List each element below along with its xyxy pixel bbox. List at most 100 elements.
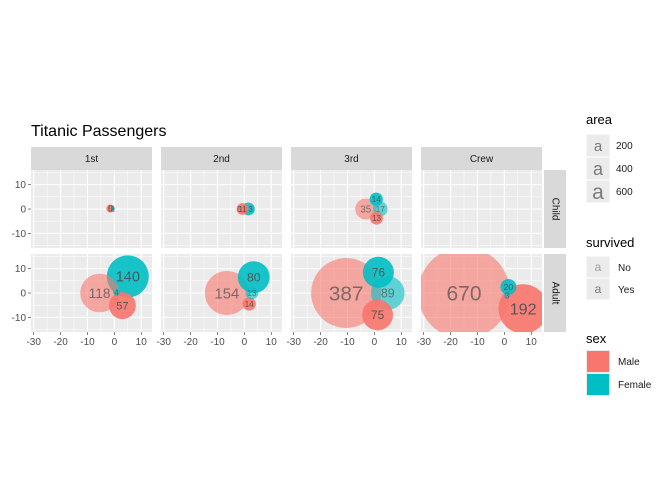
bubble-label: 0 [237, 205, 242, 214]
bubble-label: 1 [111, 204, 116, 213]
bubble-label: 75 [371, 308, 385, 322]
bubble-female-yes [362, 256, 394, 288]
bubble-male-yes [236, 203, 249, 215]
bubbles: 670 192 203 [421, 254, 542, 332]
bubble-label: 14 [372, 195, 381, 204]
bubble-label: 192 [510, 301, 537, 319]
x-tick-label: 10 [136, 337, 148, 348]
legend-area-title: area [586, 112, 613, 127]
panel-3rd-adult: 387 89 76 75 -30 -20 -10 0 10 [286, 254, 412, 348]
bubble-female-yes [237, 261, 270, 294]
facet-strip-child [544, 170, 566, 248]
bubble-female-yes [369, 192, 383, 206]
legends: area a 200 a 400 a 600 survived a No a Yes sex Male Fe… [585, 112, 652, 396]
bubble-male-yes [109, 292, 136, 320]
facet-strip-label: Crew [470, 154, 494, 165]
bubbles: 140 118 57 4 [80, 255, 149, 320]
x-tick-label: 10 [396, 337, 408, 348]
bubble-label: 14 [245, 300, 254, 309]
bubble-male-no [238, 207, 241, 211]
x-tick-label: -10 [340, 337, 355, 348]
legend-survived-title: survived [586, 235, 634, 250]
bubble-label: 154 [214, 286, 239, 302]
legend-area-label: 600 [616, 187, 633, 198]
facet-strip-label: 1st [85, 154, 99, 165]
x-tick-label: -20 [443, 337, 458, 348]
bubble-label: 3 [505, 291, 510, 300]
bubble-label: 11 [238, 205, 247, 214]
chart-title: Titanic Passengers [31, 123, 166, 140]
bubble-label: 118 [89, 286, 111, 301]
legend-area-glyph: a [592, 181, 604, 204]
legend-survived-key [585, 277, 611, 301]
legend-area-label: 200 [616, 141, 633, 152]
legend-survived-glyph: a [595, 282, 602, 296]
facet-strip-2nd [161, 147, 282, 170]
bubble-label: 387 [329, 282, 364, 305]
bubble-female-yes [500, 278, 517, 295]
bubble-male-yes [362, 299, 393, 331]
x-tick-label: 10 [526, 337, 538, 348]
bubble-label: 76 [372, 266, 386, 280]
bubble-female-yes [111, 206, 115, 211]
legend-survived-glyph: a [595, 260, 602, 274]
panel-crew-child [421, 170, 542, 248]
panel-2nd-adult: 154 80 14 13 -30 -20 -10 0 10 [156, 254, 282, 348]
facet-strip-1st [31, 147, 152, 170]
bubbles: 510 [106, 204, 116, 213]
bubble-male-no [355, 198, 377, 220]
x-tick-label: 0 [502, 337, 508, 348]
y-tick-label: 10 [15, 264, 27, 275]
x-tick-label: -30 [416, 337, 431, 348]
facet-strip-adult [544, 254, 566, 332]
y-tick-label: 0 [20, 289, 26, 300]
y-tick-label: -10 [12, 313, 27, 324]
y-tick-label: 10 [15, 180, 27, 191]
x-tick-label: -10 [470, 337, 485, 348]
bubble-label: 140 [116, 270, 140, 286]
bubble-female-no [112, 288, 121, 297]
x-tick-label: -30 [156, 337, 171, 348]
bubble-label: 13 [247, 289, 256, 298]
bubble-male-no [80, 273, 119, 313]
x-tick-label: -10 [210, 337, 225, 348]
bubble-male-no [421, 254, 511, 332]
bubble-label: 80 [247, 271, 261, 285]
facet-strip-3rd [291, 147, 412, 170]
x-tick-label: -30 [26, 337, 41, 348]
x-tick-label: 10 [266, 337, 278, 348]
x-tick-label: -20 [53, 337, 68, 348]
facet-strip-label: Child [549, 198, 560, 221]
bubble-female-no [503, 292, 511, 299]
facet-strip-label: 3rd [344, 154, 358, 165]
bubble-label: 13 [372, 214, 381, 223]
x-tick-label: 0 [242, 337, 248, 348]
facet-strip-label: Adult [549, 282, 560, 305]
bubble-label: 17 [376, 204, 386, 214]
legend-sex-title: sex [586, 331, 607, 346]
legend-area-glyph: a [594, 138, 603, 155]
x-tick-label: 0 [112, 337, 118, 348]
x-tick-label: 0 [372, 337, 378, 348]
facet-panels: 1st2nd3rdCrewChild-100105101311035171413… [12, 147, 566, 348]
bubble-label: 13 [244, 205, 253, 214]
x-tick-label: -10 [80, 337, 95, 348]
legend-survived-label: Yes [618, 285, 634, 296]
facet-strip-crew [421, 147, 542, 170]
bubble-label: 0 [108, 204, 113, 213]
bubbles: 154 80 14 13 [204, 261, 270, 316]
y-tick-label: -10 [12, 229, 27, 240]
legend-area-key [585, 179, 611, 204]
bubble-label: 57 [116, 301, 128, 313]
x-tick-label: -20 [183, 337, 198, 348]
bubble-label: 20 [504, 282, 514, 292]
bubble-female-no [245, 286, 259, 300]
y-tick-label: 0 [20, 205, 26, 216]
bubble-male-yes [370, 211, 383, 225]
